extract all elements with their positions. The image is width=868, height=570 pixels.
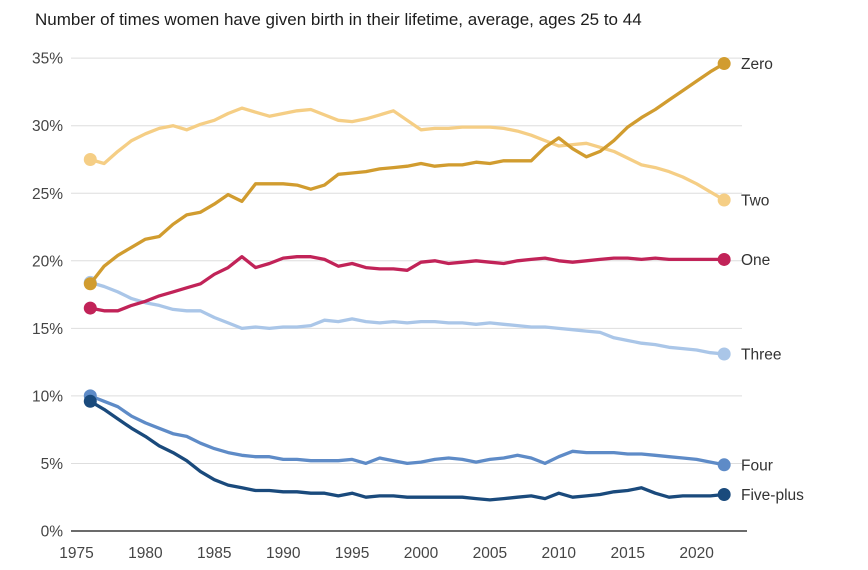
series-line-four — [88, 394, 726, 467]
series-end-dot-three — [717, 347, 731, 361]
x-tick-label: 2015 — [610, 545, 644, 562]
x-tick-label: 1985 — [197, 545, 231, 562]
series-start-dot-five-plus — [83, 394, 97, 408]
series-line-zero — [88, 61, 726, 286]
series-end-dot-one — [717, 252, 731, 266]
y-tick-label: 5% — [41, 456, 64, 473]
y-tick-label: 25% — [32, 186, 63, 203]
series-label-three: Three — [741, 347, 782, 364]
series-start-dot-one — [83, 301, 97, 315]
series-label-zero: Zero — [741, 56, 773, 73]
series-line-one — [88, 255, 726, 313]
series-end-dot-zero — [717, 57, 731, 71]
x-tick-label: 1975 — [59, 545, 93, 562]
y-tick-label: 20% — [32, 253, 63, 270]
x-tick-label: 1990 — [266, 545, 301, 562]
y-tick-label: 35% — [32, 51, 63, 68]
series-label-five-plus: Five-plus — [741, 487, 804, 504]
y-tick-label: 0% — [41, 524, 64, 541]
series-start-dot-zero — [83, 277, 97, 291]
series-label-one: One — [741, 252, 770, 269]
series-end-dot-five-plus — [717, 488, 731, 502]
series-end-dot-two — [717, 193, 731, 207]
x-tick-label: 2000 — [404, 545, 439, 562]
series-line-three — [88, 280, 726, 356]
x-tick-label: 1995 — [335, 545, 369, 562]
x-tick-label: 2020 — [679, 545, 714, 562]
x-tick-label: 2005 — [473, 545, 507, 562]
chart-title: Number of times women have given birth i… — [35, 10, 642, 29]
series-start-dot-two — [83, 152, 97, 166]
series-label-four: Four — [741, 457, 773, 474]
x-tick-label: 1980 — [128, 545, 163, 562]
series-line-five-plus — [88, 399, 726, 502]
x-tick-label: 2010 — [542, 545, 577, 562]
y-tick-label: 15% — [32, 321, 63, 338]
series-line-two — [88, 106, 726, 202]
series-label-two: Two — [741, 193, 769, 210]
y-tick-label: 10% — [32, 388, 63, 405]
y-tick-label: 30% — [32, 118, 63, 135]
series-end-dot-four — [717, 458, 731, 472]
